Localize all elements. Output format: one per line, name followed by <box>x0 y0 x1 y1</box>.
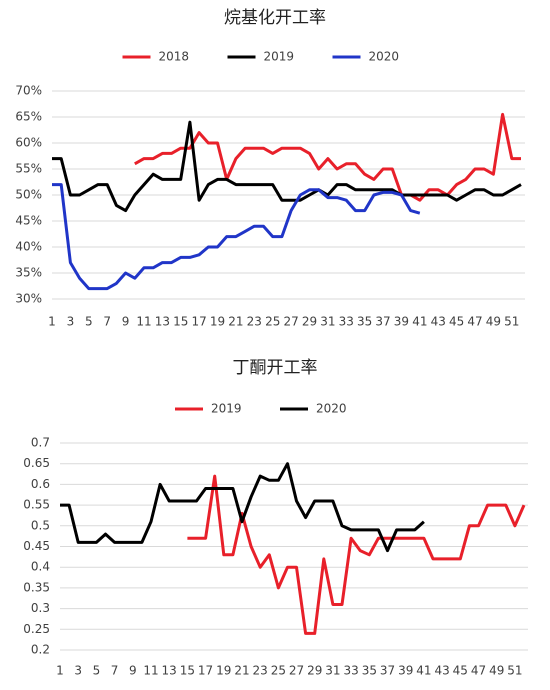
x-tick-label: 7 <box>103 315 111 329</box>
y-tick-label: 0.25 <box>23 622 50 636</box>
chart-title: 烷基化开工率 <box>224 8 326 28</box>
x-tick-label: 17 <box>198 664 213 678</box>
legend-label: 2020 <box>369 50 400 64</box>
legend-label: 2019 <box>264 50 295 64</box>
x-tick-label: 27 <box>283 315 298 329</box>
x-tick-label: 51 <box>507 664 522 678</box>
y-tick-label: 70% <box>15 84 42 98</box>
y-tick-label: 45% <box>15 214 42 228</box>
x-tick-label: 11 <box>143 664 158 678</box>
chart-title: 丁酮开工率 <box>233 358 318 378</box>
x-tick-label: 3 <box>74 664 82 678</box>
x-tick-label: 13 <box>162 664 177 678</box>
x-tick-label: 31 <box>320 315 335 329</box>
x-tick-label: 5 <box>93 664 101 678</box>
x-tick-label: 7 <box>111 664 119 678</box>
y-tick-label: 60% <box>15 136 42 150</box>
x-tick-label: 3 <box>67 315 75 329</box>
series-line <box>134 112 521 202</box>
x-tick-label: 5 <box>85 315 93 329</box>
x-tick-label: 45 <box>453 664 468 678</box>
y-tick-label: 65% <box>15 110 42 124</box>
y-tick-label: 0.55 <box>23 498 50 512</box>
x-tick-label: 35 <box>362 664 377 678</box>
y-tick-label: 0.5 <box>31 518 50 532</box>
x-tick-label: 11 <box>136 315 151 329</box>
legend-label: 2020 <box>316 402 347 416</box>
x-tick-label: 45 <box>449 315 464 329</box>
y-tick-label: 0.45 <box>23 539 50 553</box>
x-tick-label: 39 <box>398 664 413 678</box>
x-tick-label: 29 <box>302 315 317 329</box>
y-tick-label: 0.2 <box>31 643 50 657</box>
x-tick-label: 51 <box>504 315 519 329</box>
x-tick-label: 49 <box>489 664 504 678</box>
x-tick-label: 17 <box>191 315 206 329</box>
x-tick-label: 1 <box>56 664 64 678</box>
y-tick-label: 0.35 <box>23 580 50 594</box>
y-tick-label: 0.6 <box>31 477 50 491</box>
x-tick-label: 35 <box>357 315 372 329</box>
y-tick-label: 0.7 <box>31 436 50 450</box>
y-tick-label: 0.4 <box>31 560 50 574</box>
y-tick-label: 35% <box>15 266 42 280</box>
x-tick-label: 9 <box>122 315 130 329</box>
x-tick-label: 37 <box>380 664 395 678</box>
x-tick-label: 9 <box>129 664 137 678</box>
x-tick-label: 15 <box>173 315 188 329</box>
x-tick-label: 25 <box>271 664 286 678</box>
x-tick-label: 23 <box>253 664 268 678</box>
x-tick-label: 21 <box>234 664 249 678</box>
x-tick-label: 37 <box>375 315 390 329</box>
legend-label: 2019 <box>211 402 242 416</box>
y-tick-label: 30% <box>15 292 42 306</box>
legend-label: 2018 <box>159 50 190 64</box>
series-line <box>52 120 522 213</box>
x-tick-label: 15 <box>180 664 195 678</box>
x-tick-label: 19 <box>210 315 225 329</box>
x-tick-label: 47 <box>471 664 486 678</box>
x-tick-label: 47 <box>467 315 482 329</box>
x-tick-label: 33 <box>343 664 358 678</box>
x-tick-label: 49 <box>486 315 501 329</box>
y-tick-label: 0.3 <box>31 601 50 615</box>
x-tick-label: 41 <box>416 664 431 678</box>
x-tick-label: 41 <box>412 315 427 329</box>
y-tick-label: 0.65 <box>23 456 50 470</box>
series-line <box>187 474 526 635</box>
y-tick-label: 40% <box>15 240 42 254</box>
x-tick-label: 43 <box>434 664 449 678</box>
x-tick-label: 13 <box>155 315 170 329</box>
x-tick-label: 31 <box>325 664 340 678</box>
x-tick-label: 1 <box>48 315 56 329</box>
x-tick-label: 19 <box>216 664 231 678</box>
x-tick-label: 43 <box>431 315 446 329</box>
x-tick-label: 25 <box>265 315 280 329</box>
series-line <box>52 183 421 291</box>
x-tick-label: 39 <box>394 315 409 329</box>
series-line <box>60 462 425 553</box>
x-tick-label: 33 <box>339 315 354 329</box>
x-tick-label: 23 <box>247 315 262 329</box>
y-tick-label: 55% <box>15 162 42 176</box>
x-tick-label: 21 <box>228 315 243 329</box>
y-tick-label: 50% <box>15 188 42 202</box>
x-tick-label: 27 <box>289 664 304 678</box>
x-tick-label: 29 <box>307 664 322 678</box>
